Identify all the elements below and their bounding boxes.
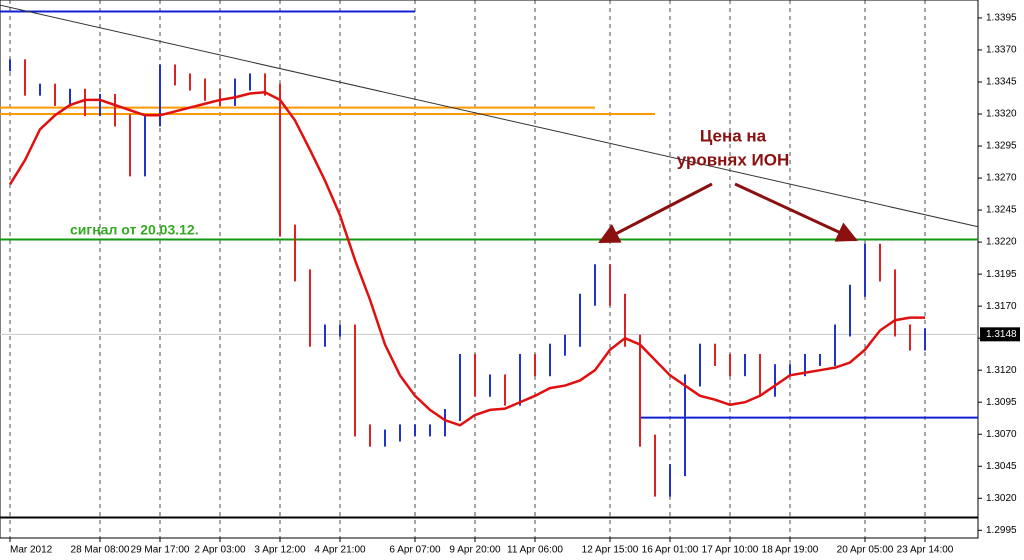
y-tick-label: 1.3070 <box>986 429 1017 440</box>
x-tick-label: 11 Apr 06:00 <box>507 545 563 556</box>
y-tick-label: 1.3220 <box>986 237 1017 248</box>
y-tick-label: 1.3295 <box>986 141 1017 152</box>
y-tick-label: 1.3195 <box>986 269 1017 280</box>
y-tick-label: 1.3045 <box>986 461 1017 472</box>
y-tick-label: 1.3370 <box>986 45 1017 56</box>
y-tick-label: 1.3170 <box>986 301 1017 312</box>
x-tick-label: 6 Apr 07:00 <box>389 545 441 556</box>
x-tick-label: 18 Apr 19:00 <box>762 545 819 556</box>
annotation: Цена на <box>700 126 767 145</box>
arrow <box>734 182 858 242</box>
x-tick-label: 2 Apr 03:00 <box>194 545 246 556</box>
x-tick-label: 4 Apr 21:00 <box>314 545 366 556</box>
y-tick-label: 1.3245 <box>986 205 1017 216</box>
annotation: уровнях ИОН <box>677 150 790 169</box>
y-tick-label: 1.3395 <box>986 13 1017 24</box>
arrow <box>598 182 713 244</box>
y-tick-label: 1.3120 <box>986 365 1017 376</box>
plot-frame <box>0 0 979 539</box>
x-tick-label: 12 Apr 15:00 <box>582 545 639 556</box>
x-tick-label: 28 Mar 08:00 <box>71 545 130 556</box>
x-tick-label: 29 Mar 17:00 <box>131 545 190 556</box>
x-tick-label: 20 Apr 05:00 <box>837 545 894 556</box>
y-tick-label: 1.3345 <box>986 77 1017 88</box>
trendline <box>0 4 979 228</box>
last-price-label: 1.3148 <box>986 329 1017 340</box>
y-tick-label: 1.2995 <box>986 525 1017 536</box>
x-tick-label: 16 Apr 01:00 <box>642 545 699 556</box>
x-tick-label: 3 Apr 12:00 <box>254 545 306 556</box>
annotation: сигнал от 20.03.12. <box>70 222 199 238</box>
y-tick-label: 1.3270 <box>986 173 1017 184</box>
y-tick-label: 1.3320 <box>986 109 1017 120</box>
last-price-box <box>980 327 1020 342</box>
moving-average <box>8 90 925 427</box>
x-tick-label: 17 Apr 10:00 <box>702 545 759 556</box>
x-tick-label: Mar 2012 <box>10 545 53 556</box>
y-tick-label: 1.3095 <box>986 397 1017 408</box>
x-tick-label: 23 Apr 14:00 <box>897 545 954 556</box>
y-tick-label: 1.3020 <box>986 493 1017 504</box>
x-tick-label: 9 Apr 20:00 <box>449 545 501 556</box>
